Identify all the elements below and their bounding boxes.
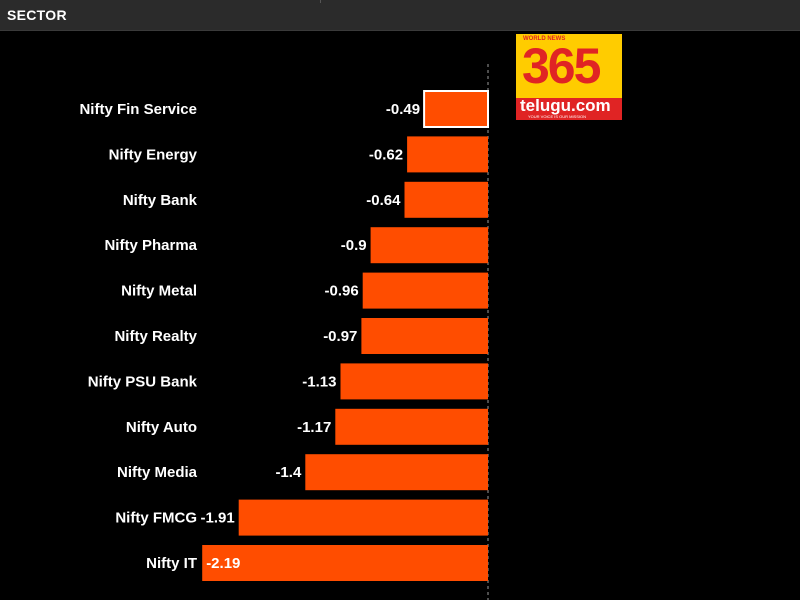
bar-1[interactable] xyxy=(407,136,488,173)
bar-4[interactable] xyxy=(362,272,488,309)
bar-0[interactable] xyxy=(423,90,490,128)
value-label-10: -2.19 xyxy=(206,555,240,572)
logo-wordmark: telugu.com xyxy=(520,96,611,115)
bar-8[interactable] xyxy=(305,454,488,491)
logo-bottom-panel xyxy=(516,98,622,120)
bar-3[interactable] xyxy=(370,227,489,264)
category-label-8: Nifty Media xyxy=(117,464,198,481)
value-label-5: -0.97 xyxy=(323,328,357,345)
panel-header: SECTOR xyxy=(0,0,800,31)
category-label-1: Nifty Energy xyxy=(109,146,198,163)
bar-9[interactable] xyxy=(238,499,488,536)
bar-6[interactable] xyxy=(340,363,489,400)
panel-title: SECTOR xyxy=(7,7,67,23)
logo-365telugu: WORLD NEWS 365 telugu.com YOUR VOICE IS … xyxy=(516,34,622,120)
category-label-10: Nifty IT xyxy=(146,555,197,572)
category-label-6: Nifty PSU Bank xyxy=(88,373,198,390)
value-label-2: -0.64 xyxy=(366,192,401,209)
category-label-5: Nifty Realty xyxy=(114,328,197,345)
logo-tagline: WORLD NEWS xyxy=(523,36,566,42)
value-label-6: -1.13 xyxy=(302,373,336,390)
category-label-3: Nifty Pharma xyxy=(104,237,197,254)
bar-7[interactable] xyxy=(335,408,488,445)
value-label-9: -1.91 xyxy=(200,510,234,527)
category-label-7: Nifty Auto xyxy=(126,419,197,436)
value-label-4: -0.96 xyxy=(324,283,358,300)
logo-top-panel xyxy=(516,34,622,98)
value-label-8: -1.4 xyxy=(275,464,302,481)
bar-5[interactable] xyxy=(361,318,488,354)
bar-10[interactable] xyxy=(202,545,488,581)
bar-2[interactable] xyxy=(404,181,489,218)
header-divider xyxy=(320,0,321,3)
category-label-9: Nifty FMCG xyxy=(115,510,197,527)
logo-number: 365 xyxy=(522,38,601,94)
value-label-1: -0.62 xyxy=(369,146,403,163)
value-label-7: -1.17 xyxy=(297,419,331,436)
category-label-2: Nifty Bank xyxy=(123,192,198,209)
value-label-0: -0.49 xyxy=(386,101,420,118)
category-label-0: Nifty Fin Service xyxy=(79,101,197,118)
category-label-4: Nifty Metal xyxy=(121,283,197,300)
value-label-3: -0.9 xyxy=(341,237,367,254)
logo-subtitle: YOUR VOICE IS OUR MISSION xyxy=(528,114,587,119)
